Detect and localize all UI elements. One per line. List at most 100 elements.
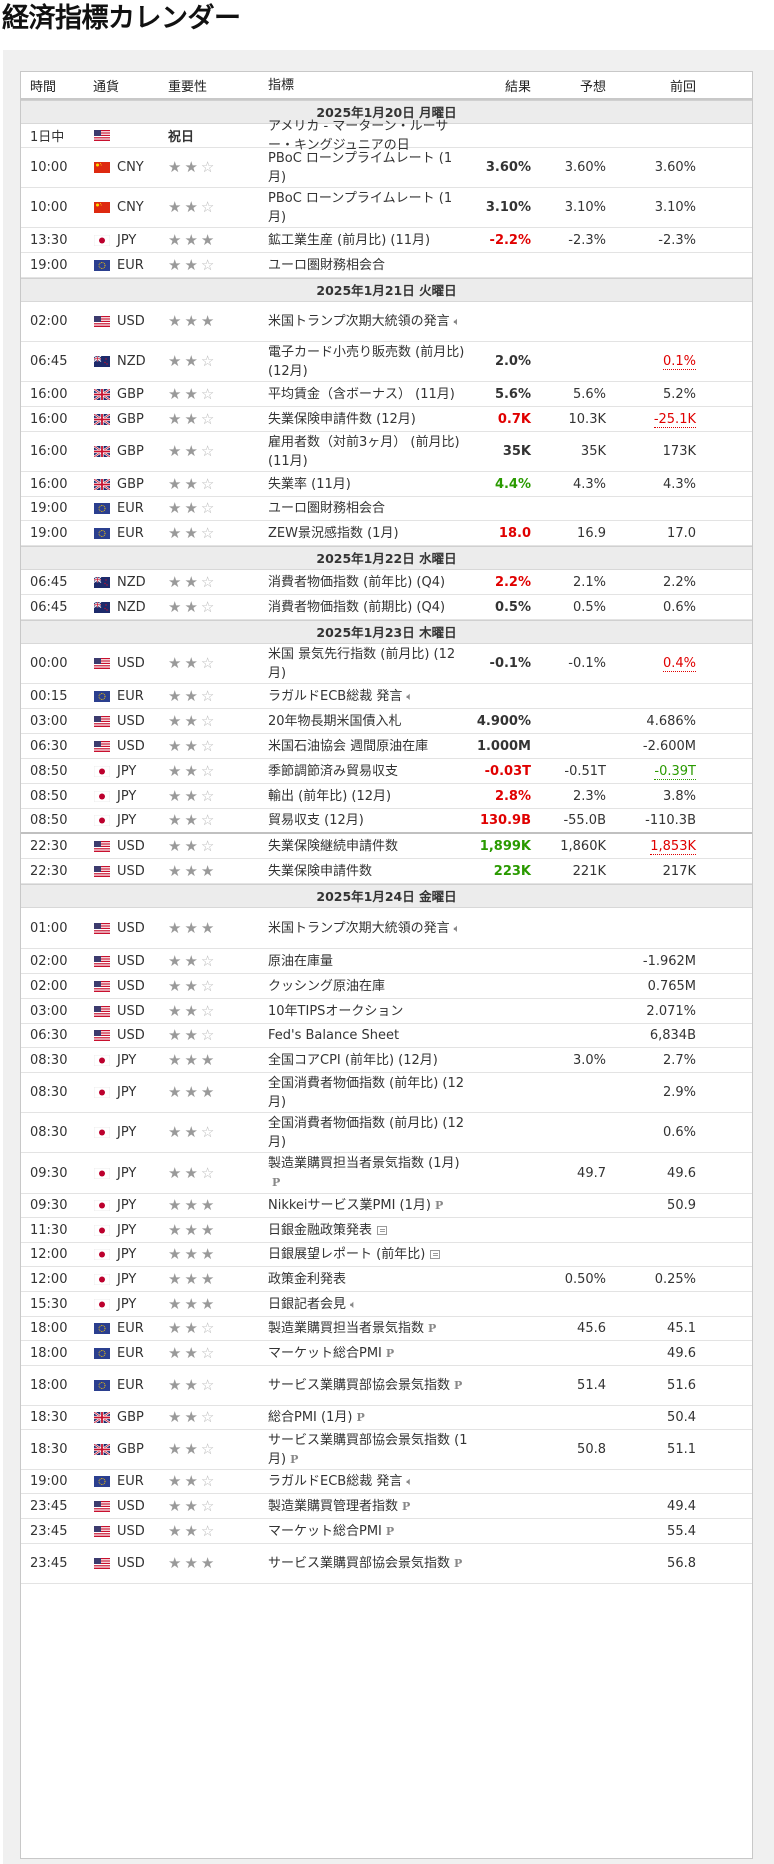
event-name[interactable]: 鉱工業生産 (前月比) (11月) (268, 231, 474, 250)
event-name-text[interactable]: 平均賃金（含ボーナス） (11月) (268, 386, 455, 402)
event-name[interactable]: 全国消費者物価指数 (前月比) (12月) (268, 1114, 474, 1152)
event-name-text[interactable]: ラガルドECB総裁 発言 (268, 1474, 403, 1489)
previous-value[interactable]: 0.1% (662, 354, 696, 370)
header-currency[interactable]: 通貨 (93, 79, 120, 95)
event-name[interactable]: 全国消費者物価指数 (前年比) (12月) (268, 1074, 474, 1112)
event-name[interactable]: PBoC ローンプライムレート (1月) (268, 149, 474, 187)
event-name[interactable]: 消費者物価指数 (前年比) (Q4) (268, 573, 474, 592)
table-row[interactable]: 06:45 NZD ★ ★ ☆ 消費者物価指数 (前年比) (Q4) 2.2% 2.1% 2.2… (21, 570, 752, 595)
event-name-text[interactable]: 日銀金融政策発表 (268, 1222, 373, 1238)
table-row[interactable]: 16:00 GBP ★ ★ ☆ 失業保険申請件数 (12月) 0.7K 10.3K -25.1K (21, 407, 752, 432)
event-name-text[interactable]: 米国 景気先行指数 (前月比) (12月) (268, 646, 456, 681)
event-name-text[interactable]: 鉱工業生産 (前月比) (11月) (268, 232, 431, 248)
previous-value[interactable]: 0.4% (662, 656, 696, 672)
header-actual[interactable]: 結果 (504, 79, 531, 95)
table-row[interactable]: 08:30 JPY ★ ★ ★ 全国コアCPI (前年比) (12月) 3.0% 2.7% (21, 1048, 752, 1073)
event-name[interactable]: Fed's Balance Sheet (268, 1026, 474, 1045)
event-name-text[interactable]: 失業保険申請件数 (12月) (268, 411, 416, 427)
table-row[interactable]: 23:45 USD ★ ★ ★ サービス業購買部協会景気指数 P 56.8 (21, 1544, 752, 1584)
table-row[interactable]: 10:00 CNY ★ ★ ☆ PBoC ローンプライムレート (1月) 3.10% 3.10… (21, 188, 752, 228)
table-row[interactable]: 22:30 USD ★ ★ ☆ 失業保険継続申請件数 1,899K 1,860K 1,853K (21, 834, 752, 859)
table-row[interactable]: 23:45 USD ★ ★ ☆ マーケット総合PMI P 55.4 (21, 1519, 752, 1544)
event-name-text[interactable]: 消費者物価指数 (前期比) (Q4) (268, 599, 446, 615)
table-row[interactable]: 19:00 EUR ★ ★ ☆ ラガルドECB総裁 発言 🔈︎ (21, 1470, 752, 1494)
event-name-text[interactable]: 米国トランプ次期大統領の発言 (268, 314, 450, 329)
event-name[interactable]: 米国石油協会 週間原油在庫 (268, 737, 474, 756)
table-row[interactable]: 16:00 GBP ★ ★ ☆ 平均賃金（含ボーナス） (11月) 5.6% 5.6% 5.2% (21, 382, 752, 407)
event-name[interactable]: ラガルドECB総裁 発言 🔈︎ (268, 687, 474, 706)
event-name[interactable]: アメリカ - マーターン・ルーサー・キングジュニアの日 (268, 117, 474, 155)
table-row[interactable]: 01:00 USD ★ ★ ★ 米国トランプ次期大統領の発言 🔈︎ (21, 908, 752, 949)
event-name-text[interactable]: ラガルドECB総裁 発言 (268, 688, 403, 704)
event-name[interactable]: 米国 景気先行指数 (前月比) (12月) (268, 645, 474, 683)
table-row[interactable]: 02:00 USD ★ ★ ★ 米国トランプ次期大統領の発言 🔈︎ (21, 302, 752, 342)
event-name[interactable]: 貿易収支 (12月) (268, 811, 474, 830)
table-row[interactable]: 22:30 USD ★ ★ ★ 失業保険申請件数 223K 221K 217K (21, 859, 752, 884)
table-row[interactable]: 13:30 JPY ★ ★ ★ 鉱工業生産 (前月比) (11月) -2.2% -2.3% -2… (21, 228, 752, 253)
event-name[interactable]: マーケット総合PMI P (268, 1344, 474, 1363)
table-row[interactable]: 03:00 USD ★ ★ ☆ 20年物長期米国債入札 4.900% 4.686% (21, 709, 752, 734)
table-row[interactable]: 06:30 USD ★ ★ ☆ Fed's Balance Sheet 6,834B (21, 1024, 752, 1048)
event-name-text[interactable]: 消費者物価指数 (前年比) (Q4) (268, 574, 446, 590)
event-name-text[interactable]: PBoC ローンプライムレート (1月) (268, 190, 453, 225)
event-name-text[interactable]: 10年TIPSオークション (268, 1003, 404, 1019)
table-row[interactable]: 18:00 EUR ★ ★ ☆ マーケット総合PMI P 49.6 (21, 1341, 752, 1366)
event-name[interactable]: マーケット総合PMI P (268, 1522, 474, 1541)
table-row[interactable]: 00:15 EUR ★ ★ ☆ ラガルドECB総裁 発言 🔈︎ (21, 684, 752, 709)
event-name[interactable]: 失業保険申請件数 (268, 862, 474, 881)
table-row[interactable]: 18:00 EUR ★ ★ ☆ サービス業購買部協会景気指数 P 51.4 51.6 (21, 1366, 752, 1406)
event-name-text[interactable]: 貿易収支 (12月) (268, 813, 364, 828)
event-name-text[interactable]: 雇用者数（対前3ヶ月） (前月比) (11月) (268, 434, 460, 469)
table-row[interactable]: 08:30 JPY ★ ★ ★ 全国消費者物価指数 (前年比) (12月) 2.9% (21, 1073, 752, 1113)
event-name-text[interactable]: 米国トランプ次期大統領の発言 (268, 920, 450, 936)
event-name[interactable]: 雇用者数（対前3ヶ月） (前月比) (11月) (268, 433, 474, 471)
event-name-text[interactable]: 米国石油協会 週間原油在庫 (268, 738, 429, 754)
table-row[interactable]: 15:30 JPY ★ ★ ★ 日銀記者会見 🔈︎ (21, 1292, 752, 1317)
event-name[interactable]: 日銀金融政策発表 (268, 1221, 474, 1240)
table-row[interactable]: 18:30 GBP ★ ★ ☆ サービス業購買部協会景気指数 (1月) P 50.8 51.1 (21, 1430, 752, 1470)
table-row[interactable]: 02:00 USD ★ ★ ☆ クッシング原油在庫 0.765M (21, 974, 752, 999)
event-name-text[interactable]: サービス業購買部協会景気指数 (268, 1378, 451, 1393)
table-row[interactable]: 08:30 JPY ★ ★ ☆ 全国消費者物価指数 (前月比) (12月) 0.6% (21, 1113, 752, 1153)
event-name[interactable]: 季節調節済み貿易収支 (268, 762, 474, 781)
header-time[interactable]: 時間 (30, 79, 57, 95)
event-name[interactable]: 製造業購買担当者景気指数 (1月) P (268, 1154, 474, 1192)
event-name-text[interactable]: アメリカ - マーターン・ルーサー・キングジュニアの日 (268, 118, 449, 153)
event-name[interactable]: Nikkeiサービス業PMI (1月) P (268, 1196, 474, 1215)
table-row[interactable]: 00:00 USD ★ ★ ☆ 米国 景気先行指数 (前月比) (12月) -0.1% -0.… (21, 644, 752, 684)
event-name[interactable]: 平均賃金（含ボーナス） (11月) (268, 385, 474, 404)
table-row[interactable]: 08:50 JPY ★ ★ ☆ 貿易収支 (12月) 130.9B -55.0B -110.3B (21, 809, 752, 834)
event-name-text[interactable]: 日銀記者会見 (268, 1296, 347, 1312)
event-name-text[interactable]: 政策金利発表 (268, 1271, 347, 1287)
previous-value[interactable]: -25.1K (653, 411, 696, 428)
event-name-text[interactable]: 製造業購買担当者景気指数 (268, 1321, 425, 1336)
table-row[interactable]: 11:30 JPY ★ ★ ★ 日銀金融政策発表 (21, 1218, 752, 1243)
table-row[interactable]: 18:00 EUR ★ ★ ☆ 製造業購買担当者景気指数 P 45.6 45.1 (21, 1317, 752, 1341)
event-name-text[interactable]: 全国消費者物価指数 (前月比) (12月) (268, 1115, 465, 1150)
event-name-text[interactable]: 電子カード小売り販売数 (前月比) (12月) (268, 344, 465, 379)
event-name[interactable]: 消費者物価指数 (前期比) (Q4) (268, 598, 474, 617)
event-name[interactable]: 日銀記者会見 🔈︎ (268, 1295, 474, 1314)
event-name-text[interactable]: クッシング原油在庫 (268, 978, 386, 994)
table-row[interactable]: 06:45 NZD ★ ★ ☆ 消費者物価指数 (前期比) (Q4) 0.5% 0.5% 0.6… (21, 595, 752, 620)
event-name-text[interactable]: サービス業購買部協会景気指数 (268, 1556, 451, 1571)
event-name-text[interactable]: 全国消費者物価指数 (前年比) (12月) (268, 1075, 465, 1110)
event-name[interactable]: 20年物長期米国債入札 (268, 712, 474, 731)
event-name[interactable]: ZEW景況感指数 (1月) (268, 524, 474, 543)
event-name[interactable]: 原油在庫量 (268, 952, 474, 971)
event-name-text[interactable]: ZEW景況感指数 (1月) (268, 525, 399, 541)
table-row[interactable]: 1日中 祝日 アメリカ - マーターン・ルーサー・キングジュニアの日 (21, 119, 752, 153)
event-name[interactable]: 総合PMI (1月) P (268, 1408, 474, 1427)
header-previous[interactable]: 前回 (669, 79, 696, 95)
previous-value[interactable]: -0.39T (654, 763, 696, 780)
event-name-text[interactable]: 総合PMI (1月) (268, 1410, 353, 1425)
event-name[interactable]: ユーロ圏財務相会合 (268, 256, 474, 275)
event-name-text[interactable]: 全国コアCPI (前年比) (12月) (268, 1052, 438, 1068)
event-name[interactable]: 輸出 (前年比) (12月) (268, 787, 474, 806)
table-row[interactable]: 18:30 GBP ★ ★ ☆ 総合PMI (1月) P 50.4 (21, 1406, 752, 1430)
event-name-text[interactable]: サービス業購買部協会景気指数 (1月) (268, 1432, 468, 1467)
event-name[interactable]: サービス業購買部協会景気指数 P (268, 1376, 474, 1395)
event-name-text[interactable]: Fed's Balance Sheet (268, 1028, 400, 1043)
event-name-text[interactable]: 日銀展望レポート (前年比) (268, 1247, 426, 1262)
event-name[interactable]: PBoC ローンプライムレート (1月) (268, 189, 474, 227)
